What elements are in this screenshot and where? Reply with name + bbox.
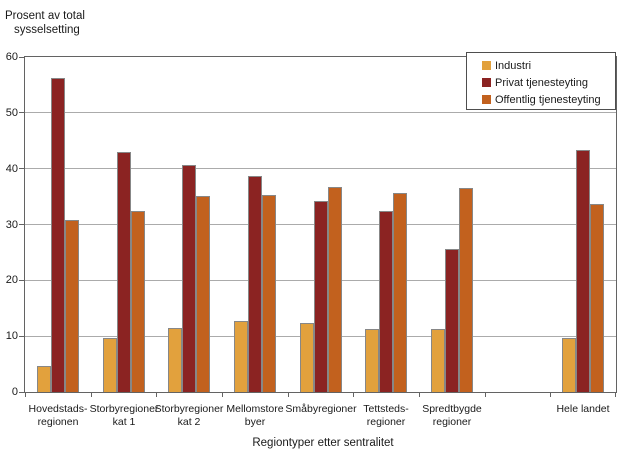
bar-privat-tjenesteyting-1 (117, 152, 131, 392)
bar-privat-tjenesteyting-0 (51, 78, 65, 392)
bar-industri-0 (37, 366, 51, 392)
y-axis-label-40: 40 (5, 162, 18, 175)
x-axis-label-5: Tettsteds- regioner (363, 403, 409, 428)
legend-item-privat-tjenesteyting: Privat tjenesteyting (467, 74, 615, 91)
x-axis-tick-6 (419, 393, 420, 397)
y-axis-tick-60 (19, 56, 24, 58)
gridline-y-50 (25, 112, 616, 114)
chart-title-line2: sysselsetting (14, 24, 80, 36)
bar-privat-tjenesteyting-4 (314, 201, 328, 392)
bar-privat-tjenesteyting-6 (445, 249, 459, 392)
y-axis-label-50: 50 (5, 106, 18, 119)
bar-offentlig-tjenesteyting-3 (262, 195, 276, 392)
bar-industri-4 (300, 323, 314, 392)
bar-industri-6 (431, 329, 445, 392)
x-axis-tick-0 (25, 393, 26, 397)
y-axis-tick-0 (19, 391, 24, 393)
x-axis-tick-8 (550, 393, 551, 397)
bar-offentlig-tjenesteyting-6 (459, 188, 473, 392)
legend-swatch-privat-tjenesteyting (482, 78, 491, 87)
y-axis-tick-30 (19, 224, 24, 225)
x-axis-tick-9 (615, 393, 616, 397)
bar-industri-5 (365, 329, 379, 392)
bar-industri-7 (562, 338, 576, 392)
chart-title-line1: Prosent av total (5, 10, 85, 22)
x-axis-tick-7 (485, 393, 486, 397)
x-axis-tick-4 (288, 393, 289, 397)
x-axis-label-0: Hovedstads- regionen (28, 403, 88, 428)
bar-offentlig-tjenesteyting-2 (196, 196, 210, 392)
x-axis-label-7: Hele landet (556, 403, 610, 415)
chart-title: Prosent av total sysselsetting (5, 9, 85, 37)
x-axis-tick-2 (156, 393, 157, 397)
legend: Industri Privat tjenesteyting Offentlig … (466, 52, 616, 110)
bar-offentlig-tjenesteyting-1 (131, 211, 145, 392)
bar-privat-tjenesteyting-2 (182, 165, 196, 392)
y-axis-label-60: 60 (5, 51, 18, 63)
legend-label-industri: Industri (495, 59, 532, 72)
bar-offentlig-tjenesteyting-5 (393, 193, 407, 392)
y-axis-tick-10 (19, 335, 24, 337)
plot-area (24, 56, 617, 393)
bar-privat-tjenesteyting-7 (576, 150, 590, 392)
y-axis-label-0: 0 (11, 386, 18, 398)
y-axis-tick-40 (19, 168, 24, 170)
x-axis-tick-5 (353, 393, 354, 397)
y-axis-label-20: 20 (5, 274, 18, 287)
y-axis-tick-50 (19, 112, 24, 114)
y-axis-label-10: 10 (5, 330, 18, 343)
x-axis-tick-3 (222, 393, 223, 397)
bar-privat-tjenesteyting-3 (248, 176, 262, 392)
x-axis-label-2: Storbyregioner kat 2 (154, 403, 224, 428)
x-axis-title: Regiontyper etter sentralitet (252, 437, 394, 449)
bar-offentlig-tjenesteyting-7 (590, 204, 604, 392)
bar-privat-tjenesteyting-5 (379, 211, 393, 392)
x-axis-label-6: Spredtbygde regioner (422, 403, 482, 428)
x-axis-label-1: Storbyregioner kat 1 (89, 403, 159, 428)
bar-industri-1 (103, 338, 117, 392)
legend-label-privat-tjenesteyting: Privat tjenesteyting (495, 76, 588, 89)
x-axis-label-3: Mellomstore byer (226, 403, 284, 428)
legend-label-offentlig-tjenesteyting: Offentlig tjenesteyting (495, 93, 601, 106)
gridline-y-40 (25, 168, 616, 170)
y-axis-label-30: 30 (5, 218, 18, 231)
legend-swatch-offentlig-tjenesteyting (482, 95, 491, 104)
legend-swatch-industri (482, 61, 491, 70)
bar-industri-2 (168, 328, 182, 392)
x-axis-label-4: Småbyregioner (285, 403, 357, 415)
x-axis-tick-1 (91, 393, 92, 397)
bar-offentlig-tjenesteyting-4 (328, 187, 342, 392)
y-axis-tick-20 (19, 279, 24, 281)
legend-item-offentlig-tjenesteyting: Offentlig tjenesteyting (467, 91, 615, 108)
bar-offentlig-tjenesteyting-0 (65, 220, 79, 392)
legend-item-industri: Industri (467, 57, 615, 74)
bar-industri-3 (234, 321, 248, 392)
